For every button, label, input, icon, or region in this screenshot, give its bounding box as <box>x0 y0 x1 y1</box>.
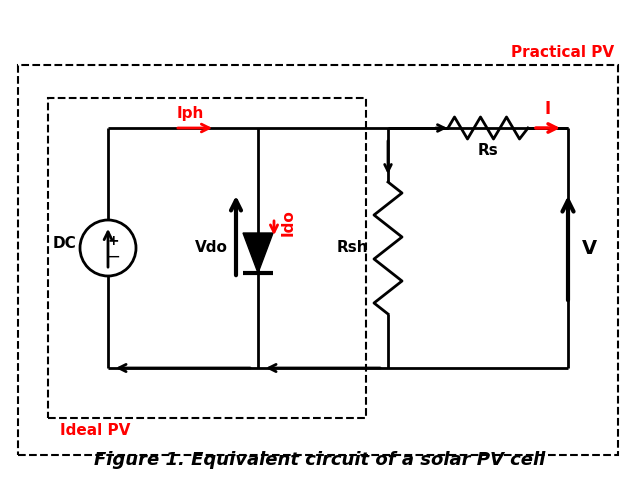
Text: −: − <box>106 248 120 266</box>
Bar <box>48 98 366 418</box>
Text: Figure 1. Equivalent circuit of a solar PV cell: Figure 1. Equivalent circuit of a solar … <box>94 451 546 469</box>
Text: DC: DC <box>52 237 76 252</box>
Polygon shape <box>243 233 273 273</box>
Text: Practical PV: Practical PV <box>511 45 614 60</box>
Text: Rs: Rs <box>477 143 499 158</box>
Text: Rsh: Rsh <box>337 241 368 256</box>
Text: Ideal PV: Ideal PV <box>60 423 131 438</box>
Text: I: I <box>545 100 551 118</box>
Text: Vdo: Vdo <box>195 241 228 256</box>
Text: +: + <box>107 234 119 248</box>
Text: Ido: Ido <box>281 210 296 236</box>
Text: V: V <box>582 239 597 257</box>
Bar <box>18 65 618 455</box>
Text: Iph: Iph <box>176 106 204 121</box>
